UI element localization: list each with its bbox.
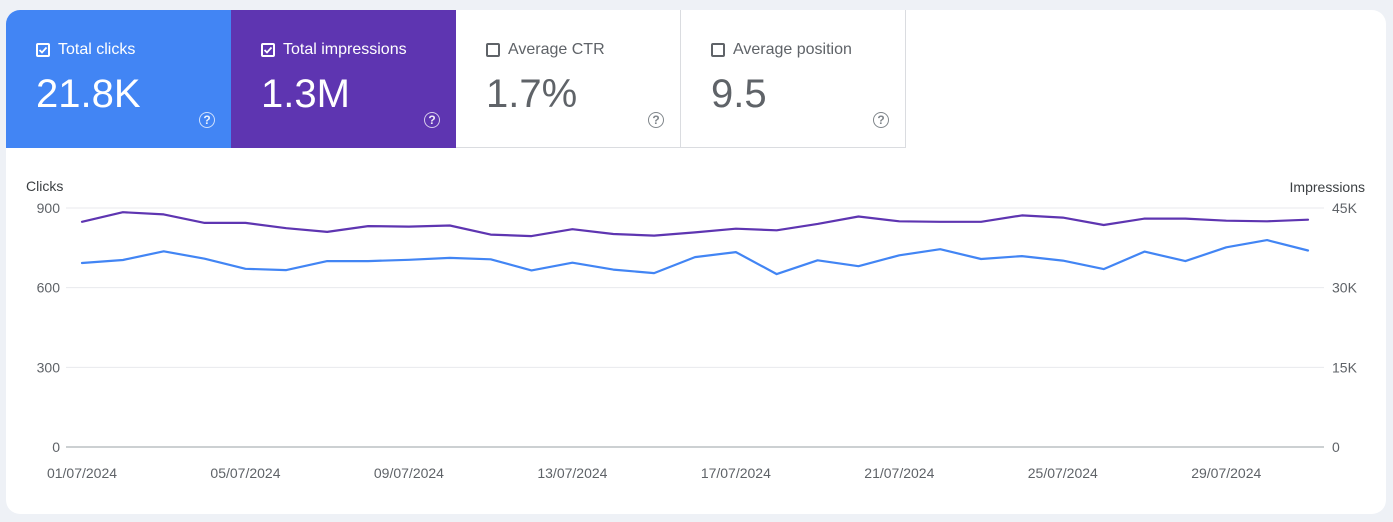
y-left-tick-label: 300 (37, 359, 61, 375)
help-icon[interactable]: ? (873, 112, 889, 128)
metric-label: Total impressions (283, 41, 407, 58)
y-left-tick-label: 900 (37, 200, 61, 216)
metric-tab-average-ctr[interactable]: Average CTR 1.7% ? (456, 10, 681, 148)
help-icon[interactable]: ? (199, 112, 215, 128)
checkbox-unchecked-icon[interactable] (486, 43, 500, 57)
metric-tab-total-impressions[interactable]: Total impressions 1.3M ? (231, 10, 456, 148)
series-line-total-clicks (80, 239, 1310, 276)
y-right-tick-label: 45K (1332, 200, 1358, 216)
x-tick-label: 21/07/2024 (864, 465, 934, 481)
help-icon[interactable]: ? (424, 112, 440, 128)
x-tick-label: 05/07/2024 (210, 465, 280, 481)
checkbox-unchecked-icon[interactable] (711, 43, 725, 57)
y-right-axis-title: Impressions (1290, 179, 1365, 195)
y-left-axis-title: Clicks (26, 178, 63, 194)
y-right-tick-label: 15K (1332, 359, 1358, 375)
x-tick-label: 13/07/2024 (537, 465, 607, 481)
x-tick-label: 09/07/2024 (374, 465, 444, 481)
metric-label: Total clicks (58, 41, 136, 58)
y-right-tick-label: 0 (1332, 439, 1340, 455)
y-left-tick-label: 0 (52, 439, 60, 455)
x-tick-label: 01/07/2024 (47, 465, 117, 481)
metric-tab-average-position[interactable]: Average position 9.5 ? (681, 10, 906, 148)
series-line-total-impressions (80, 211, 1310, 238)
x-tick-label: 29/07/2024 (1191, 465, 1261, 481)
metric-value: 1.7% (486, 72, 578, 116)
help-icon[interactable]: ? (648, 112, 664, 128)
metric-label: Average position (733, 41, 852, 58)
x-tick-label: 17/07/2024 (701, 465, 771, 481)
metric-label: Average CTR (508, 41, 605, 58)
x-tick-label: 25/07/2024 (1028, 465, 1098, 481)
metric-value: 1.3M (261, 72, 350, 116)
checkbox-checked-icon[interactable] (261, 43, 275, 57)
metric-value: 21.8K (36, 72, 141, 116)
y-left-tick-label: 600 (37, 280, 61, 296)
performance-card: Total clicks 21.8K ? Total impressions 1… (6, 10, 1386, 514)
checkbox-checked-icon[interactable] (36, 43, 50, 57)
metric-tab-total-clicks[interactable]: Total clicks 21.8K ? (6, 10, 231, 148)
metric-tabs: Total clicks 21.8K ? Total impressions 1… (6, 10, 906, 148)
y-right-tick-label: 30K (1332, 280, 1358, 296)
performance-line-chart: 900 600 300 0 45K 30K 15K 0 Clicks Impressions 01/… (26, 178, 1365, 481)
metric-value: 9.5 (711, 72, 767, 116)
